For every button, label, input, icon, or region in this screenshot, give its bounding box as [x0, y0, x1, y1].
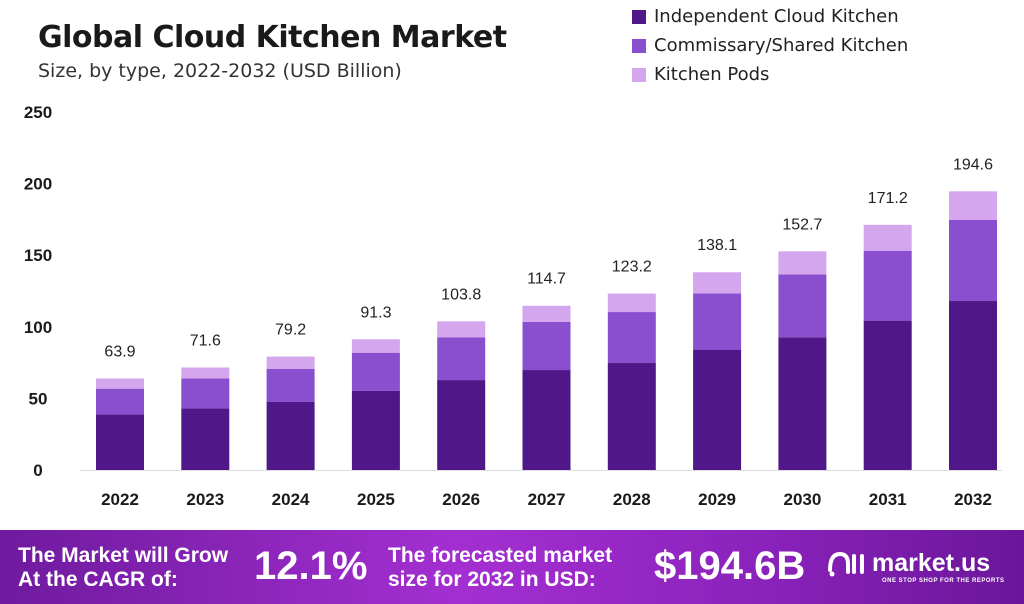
forecast-label: The forecasted market size for 2032 in U… — [388, 544, 612, 592]
bar-segment-kitchen-pods — [949, 191, 997, 220]
bar-segment-kitchen-pods — [351, 339, 400, 353]
legend-item: Independent Cloud Kitchen — [632, 2, 908, 31]
bar-segment-kitchen-pods — [778, 251, 827, 275]
bar-segment-independent-cloud-kitchen — [266, 401, 315, 470]
data-label: 171.2 — [868, 190, 908, 207]
forecast-value: $194.6B — [654, 544, 806, 588]
data-label: 152.7 — [782, 216, 822, 233]
legend-label: Independent Cloud Kitchen — [654, 6, 899, 27]
legend-swatch — [632, 9, 646, 24]
bar-segment-kitchen-pods — [607, 293, 656, 313]
legend: Independent Cloud Kitchen Commissary/Sha… — [632, 2, 908, 89]
bar-segment-commissary-shared-kitchen — [351, 352, 400, 391]
cagr-label-line: The Market will Grow — [18, 544, 229, 567]
data-label: 123.2 — [612, 259, 652, 276]
bar-segment-kitchen-pods — [437, 321, 486, 338]
cagr-label-line: At the CAGR of: — [18, 568, 178, 591]
x-tick-label: 2024 — [272, 490, 310, 509]
x-tick-label: 2025 — [357, 490, 395, 509]
bar-segment-independent-cloud-kitchen — [949, 301, 997, 470]
legend-item: Commissary/Shared Kitchen — [632, 31, 908, 60]
forecast-label-line: size for 2032 in USD: — [388, 568, 596, 591]
bar-segment-commissary-shared-kitchen — [266, 368, 315, 402]
bar-segment-independent-cloud-kitchen — [693, 349, 742, 470]
bar-segment-independent-cloud-kitchen — [522, 370, 571, 470]
data-label: 91.3 — [360, 304, 391, 321]
x-tick-label: 2030 — [783, 490, 821, 509]
market-us-logo: market.us ONE STOP SHOP FOR THE REPORTS — [826, 548, 1004, 584]
data-label: 71.6 — [190, 332, 221, 349]
bar-segment-independent-cloud-kitchen — [351, 390, 400, 470]
x-tick-label: 2027 — [528, 490, 566, 509]
forecast-label-line: The forecasted market — [388, 544, 613, 567]
bar-segment-commissary-shared-kitchen — [96, 388, 144, 415]
legend-label: Kitchen Pods — [654, 64, 770, 85]
bar-segment-independent-cloud-kitchen — [181, 408, 230, 470]
logo-name: market.us — [872, 548, 991, 577]
x-tick-label: 2026 — [442, 490, 480, 509]
bar-chart: 0 50 100 150 200 250 63.9 2022 71.6 2023 79.2 2024 9… — [24, 103, 1002, 509]
data-label: 138.1 — [697, 237, 737, 254]
bar-segment-commissary-shared-kitchen — [437, 337, 486, 381]
bar-segment-commissary-shared-kitchen — [949, 219, 997, 302]
x-tick-label: 2028 — [613, 490, 651, 509]
bar-segment-independent-cloud-kitchen — [437, 380, 486, 470]
data-label: 79.2 — [275, 322, 306, 339]
y-tick-label: 50 — [29, 389, 48, 408]
bar-segment-independent-cloud-kitchen — [607, 363, 656, 470]
legend-swatch — [632, 67, 646, 82]
legend-label: Commissary/Shared Kitchen — [654, 35, 909, 56]
y-tick-label: 150 — [24, 246, 52, 265]
bar-segment-commissary-shared-kitchen — [863, 250, 912, 321]
logo-tagline: ONE STOP SHOP FOR THE REPORTS — [882, 578, 1005, 584]
bar-segment-kitchen-pods — [181, 367, 230, 379]
bar-segment-kitchen-pods — [96, 378, 144, 389]
bar-segment-independent-cloud-kitchen — [778, 337, 827, 470]
y-tick-label: 250 — [24, 103, 52, 122]
bar-segment-independent-cloud-kitchen — [863, 320, 912, 470]
bar-segment-kitchen-pods — [522, 305, 571, 322]
bar-segment-kitchen-pods — [266, 356, 315, 369]
x-tick-label: 2022 — [101, 490, 139, 509]
x-tick-label: 2023 — [186, 490, 224, 509]
x-tick-label: 2031 — [869, 490, 907, 509]
data-label: 194.6 — [953, 156, 993, 173]
x-tick-label: 2032 — [954, 490, 992, 509]
y-tick-label: 100 — [24, 318, 52, 337]
bar-segment-independent-cloud-kitchen — [96, 414, 144, 470]
chart-title: Global Cloud Kitchen Market — [38, 20, 507, 55]
cagr-label: The Market will Grow At the CAGR of: — [18, 544, 228, 592]
data-label: 114.7 — [527, 271, 566, 288]
bar-segment-commissary-shared-kitchen — [181, 378, 230, 409]
data-label: 103.8 — [441, 286, 481, 303]
bar-segment-commissary-shared-kitchen — [693, 293, 742, 350]
bar-segment-kitchen-pods — [693, 272, 742, 294]
bar-segment-commissary-shared-kitchen — [778, 274, 827, 338]
chart-subtitle: Size, by type, 2022-2032 (USD Billion) — [38, 60, 402, 82]
cagr-value: 12.1% — [254, 544, 368, 588]
data-label: 63.9 — [104, 343, 135, 360]
bar-segment-commissary-shared-kitchen — [607, 312, 656, 364]
y-tick-label: 200 — [24, 175, 52, 194]
summary-banner: The Market will Grow At the CAGR of: 12.… — [0, 530, 1024, 604]
y-tick-label: 0 — [33, 461, 42, 480]
legend-swatch — [632, 38, 646, 53]
bar-segment-commissary-shared-kitchen — [522, 321, 571, 371]
bar-segment-kitchen-pods — [863, 224, 912, 251]
logo-mark-icon — [828, 551, 864, 577]
legend-item: Kitchen Pods — [632, 60, 908, 89]
x-tick-label: 2029 — [698, 490, 736, 509]
